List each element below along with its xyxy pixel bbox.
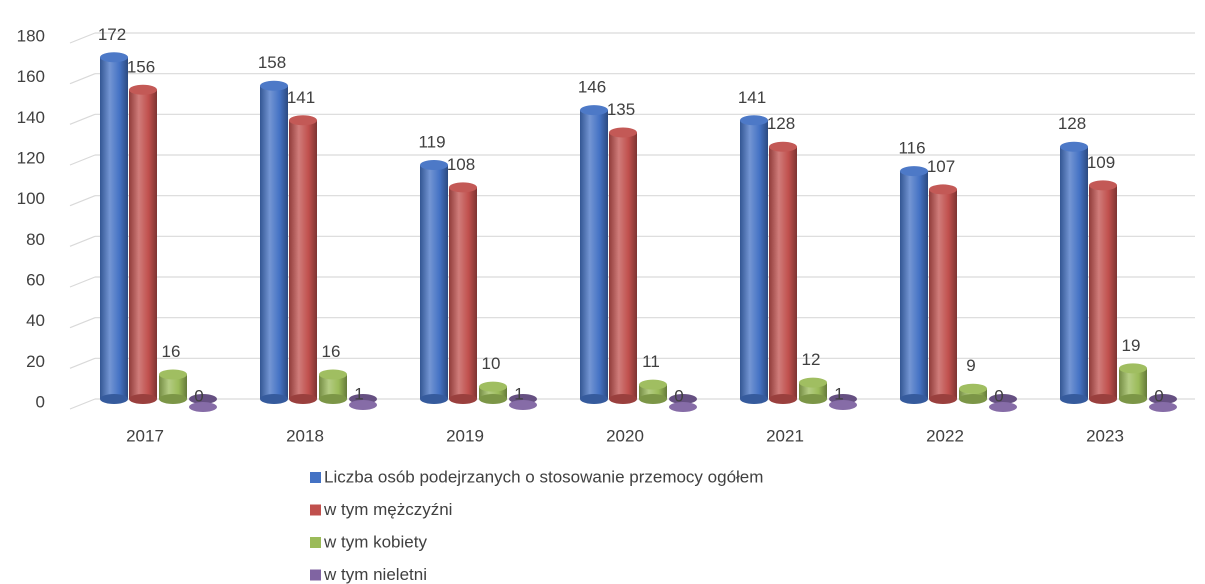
bar [189,394,217,412]
bar [319,369,347,404]
data-label: 0 [994,386,1003,405]
bar [420,160,448,404]
data-label: 116 [898,139,925,158]
data-label: 0 [194,386,203,405]
bar [740,115,768,404]
grid-line [69,317,96,329]
bar [580,105,608,404]
data-label: 1 [514,384,523,403]
data-label: 19 [1122,336,1141,355]
bar [829,394,857,410]
legend-swatch [310,504,321,516]
grid-line [69,73,96,85]
data-label: 128 [1058,114,1086,133]
bar [1089,180,1117,404]
x-tick-label: 2023 [1086,426,1124,445]
x-tick-label: 2020 [606,426,644,445]
x-tick-label: 2022 [926,426,964,445]
y-tick-label: 20 [26,352,45,371]
y-tick-label: 100 [17,189,45,208]
bar [449,182,477,404]
data-label: 141 [287,88,315,107]
grid-line [69,195,96,207]
bar [1119,363,1147,404]
data-label: 9 [966,356,975,375]
bar [989,394,1017,412]
x-tick-label: 2019 [446,426,484,445]
legend-label: w tym nieletni [323,565,427,584]
bar [509,394,537,410]
bar [260,80,288,404]
data-label: 1 [354,384,363,403]
x-tick-label: 2021 [766,426,804,445]
data-label: 0 [674,386,683,405]
bar [479,381,507,404]
legend-label: w tym mężczyźni [323,500,452,519]
data-label: 156 [127,57,155,76]
data-label: 141 [738,88,766,107]
grid-line [69,32,96,44]
data-label: 10 [482,354,501,373]
y-tick-label: 80 [26,230,45,249]
bar [100,52,128,404]
y-tick-label: 180 [17,26,45,45]
bar [929,184,957,404]
data-label: 158 [258,53,286,72]
y-tick-label: 120 [17,148,45,167]
bar [159,369,187,404]
legend-swatch [310,472,321,483]
data-label: 16 [322,342,341,361]
data-label: 16 [162,342,181,361]
data-label: 119 [418,133,445,152]
bar [799,377,827,404]
data-label: 135 [607,100,635,119]
bar [289,115,317,404]
grid-line [69,357,96,369]
y-tick-label: 0 [36,392,45,411]
data-label: 1 [834,384,843,403]
grid-line [69,113,96,125]
bar [1060,141,1088,404]
y-tick-label: 140 [17,108,45,127]
y-tick-label: 160 [17,67,45,86]
bar [1149,394,1177,412]
data-label: 11 [642,352,660,371]
data-label: 128 [767,114,795,133]
legend-swatch [310,569,321,581]
grid-line [69,398,96,410]
data-label: 109 [1087,153,1115,172]
bar [639,379,667,404]
x-tick-label: 2018 [286,426,324,445]
x-tick-label: 2017 [126,426,164,445]
bar [900,166,928,404]
bar [669,394,697,412]
data-label: 12 [802,350,821,369]
bar [769,141,797,404]
grid-line [69,235,96,247]
bar [609,127,637,404]
grid-line [69,154,96,166]
bar [129,84,157,404]
data-label: 108 [447,155,475,174]
bar [959,383,987,404]
data-label: 0 [1154,386,1163,405]
data-label: 146 [578,78,606,97]
legend-swatch [310,537,321,548]
y-tick-label: 40 [26,311,45,330]
legend-label: Liczba osób podejrzanych o stosowanie pr… [324,467,763,486]
y-tick-label: 60 [26,270,45,289]
data-label: 107 [927,157,955,176]
legend-label: w tym kobiety [323,532,427,551]
grid-line [69,276,96,288]
bar [349,394,377,410]
data-label: 172 [98,25,126,44]
